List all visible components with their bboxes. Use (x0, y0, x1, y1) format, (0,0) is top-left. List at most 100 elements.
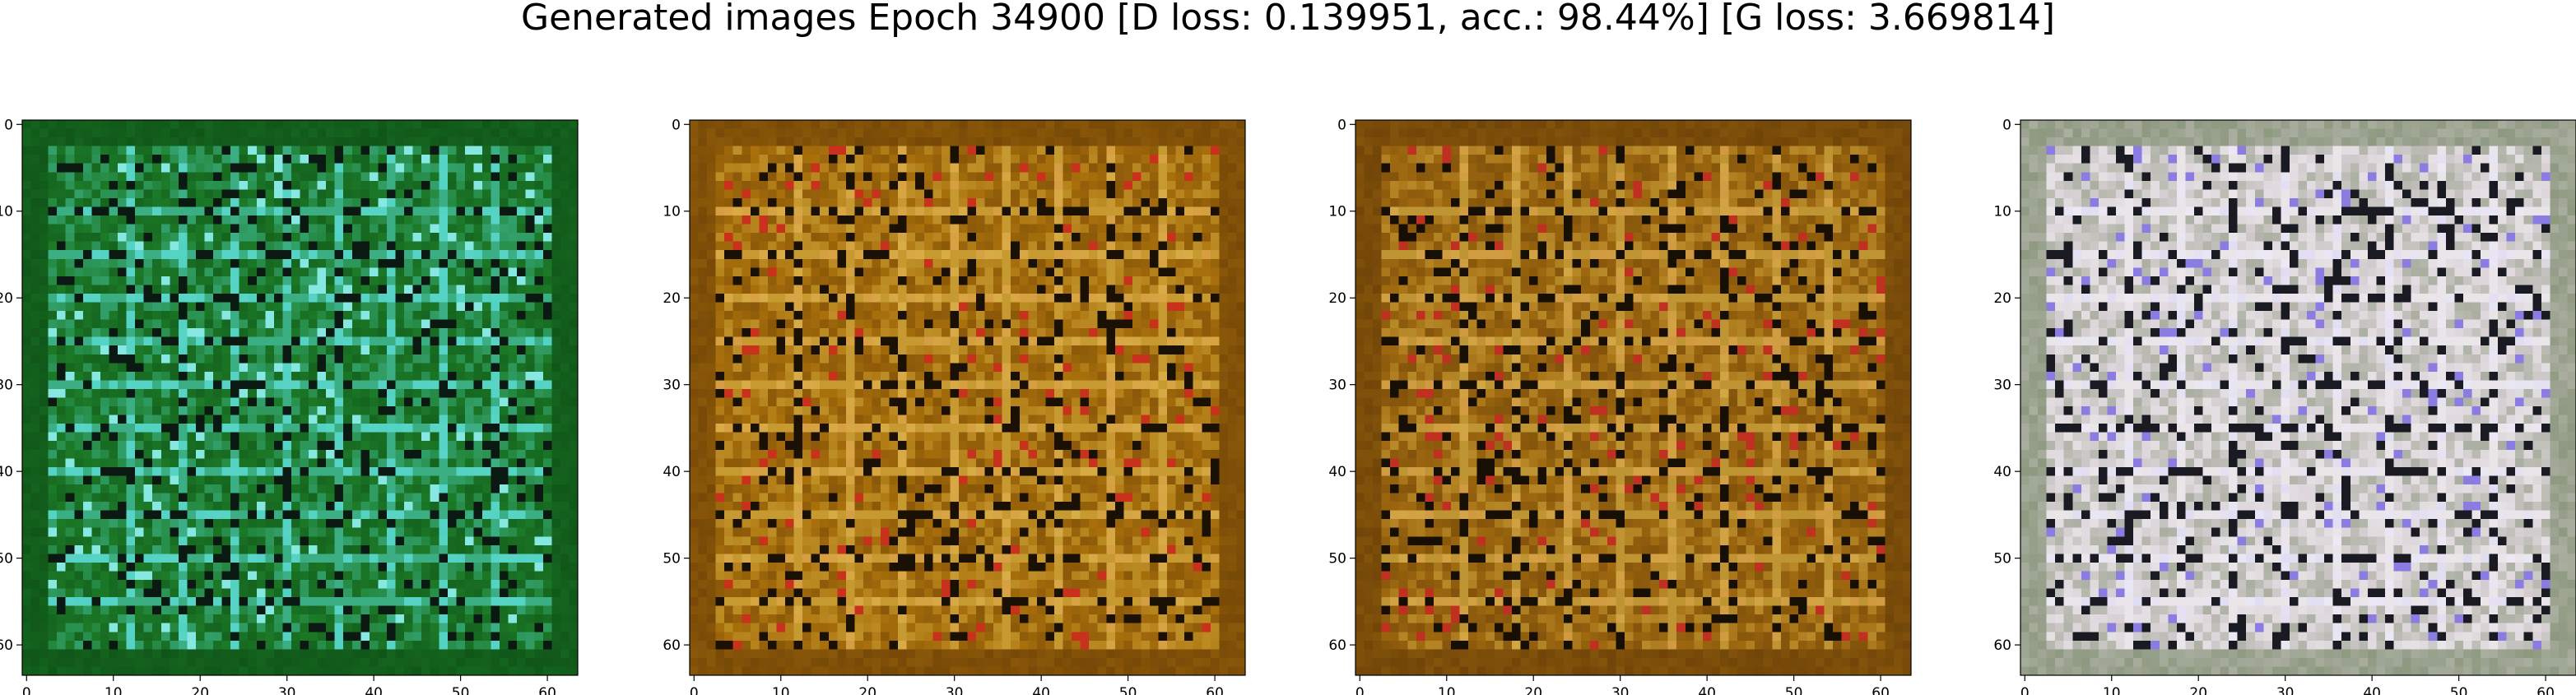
image-pixel (560, 536, 570, 546)
image-pixel (500, 562, 509, 572)
image-pixel (351, 623, 361, 632)
image-pixel (542, 276, 552, 285)
image-pixel (221, 172, 231, 182)
image-pixel (291, 120, 300, 129)
image-pixel (958, 146, 968, 155)
image-pixel (473, 380, 483, 390)
image-pixel (265, 493, 275, 503)
image-pixel (551, 544, 561, 554)
image-pixel (317, 571, 327, 581)
image-pixel (170, 146, 179, 155)
image-pixel (732, 137, 742, 146)
image-pixel (525, 510, 535, 520)
image-pixel (135, 571, 144, 581)
image-pixel (464, 155, 474, 164)
image-pixel (48, 424, 58, 433)
image-pixel (1036, 155, 1046, 164)
image-pixel (464, 146, 474, 155)
image-pixel (143, 484, 153, 493)
image-pixel (534, 328, 544, 337)
image-pixel (439, 458, 449, 468)
image-pixel (412, 354, 422, 364)
image-pixel (481, 319, 491, 329)
image-pixel (300, 128, 309, 138)
image-pixel (1149, 120, 1159, 129)
image-pixel (534, 588, 544, 598)
image-pixel (1227, 180, 1237, 190)
image-pixel (369, 458, 379, 468)
image-pixel (447, 311, 457, 320)
image-pixel (135, 388, 144, 398)
image-pixel (569, 155, 579, 164)
image-pixel (170, 328, 179, 337)
image-pixel (48, 319, 58, 329)
image-pixel (534, 311, 544, 320)
image-pixel (1202, 146, 1211, 155)
image-pixel (343, 163, 353, 173)
image-pixel (845, 215, 855, 225)
image-pixel (395, 657, 405, 667)
image-pixel (456, 363, 466, 373)
image-pixel (118, 311, 127, 320)
image-pixel (300, 293, 309, 303)
image-pixel (932, 215, 942, 225)
image-pixel (273, 328, 283, 337)
image-pixel (491, 180, 500, 190)
image-pixel (326, 215, 335, 225)
image-pixel (221, 250, 231, 260)
image-pixel (517, 388, 527, 398)
image-pixel (439, 432, 449, 442)
image-pixel (386, 502, 396, 511)
image-pixel (464, 458, 474, 468)
image-pixel (143, 441, 153, 451)
image-pixel (923, 172, 933, 182)
image-pixel (863, 137, 872, 146)
image-pixel (1036, 172, 1046, 182)
image-pixel (473, 224, 483, 234)
image-pixel (239, 484, 249, 493)
image-pixel (481, 614, 491, 624)
image-pixel (439, 163, 449, 173)
image-pixel (759, 215, 769, 225)
image-pixel (412, 527, 422, 537)
image-pixel (517, 493, 527, 503)
image-pixel (1089, 155, 1099, 164)
image-pixel (525, 241, 535, 251)
image-pixel (360, 319, 370, 329)
image-pixel (854, 224, 864, 234)
image-pixel (265, 233, 275, 242)
image-pixel (187, 206, 197, 216)
image-pixel (473, 258, 483, 268)
image-pixel (508, 544, 518, 554)
image-pixel (187, 197, 197, 207)
image-pixel (91, 614, 101, 624)
image-pixel (1089, 120, 1099, 129)
image-pixel (1080, 163, 1090, 173)
image-pixel (404, 562, 413, 572)
image-pixel (326, 640, 335, 650)
image-pixel (282, 441, 292, 451)
image-pixel (439, 666, 449, 676)
image-pixel (1149, 163, 1159, 173)
image-pixel (1106, 163, 1116, 173)
image-pixel (326, 311, 335, 320)
image-pixel (221, 267, 231, 277)
image-pixel (1019, 224, 1029, 234)
image-pixel (178, 163, 188, 173)
image-pixel (109, 189, 119, 199)
image-pixel (109, 510, 119, 520)
image-pixel (958, 155, 968, 164)
image-pixel (213, 293, 222, 303)
image-pixel (152, 302, 162, 312)
image-pixel (430, 475, 439, 485)
image-pixel (300, 206, 309, 216)
image-pixel (170, 466, 179, 476)
image-pixel (239, 189, 249, 199)
image-pixel (500, 666, 509, 676)
image-pixel (412, 554, 422, 563)
image-pixel (776, 180, 786, 190)
image-pixel (984, 128, 994, 138)
image-pixel (82, 466, 92, 476)
image-pixel (569, 363, 579, 373)
image-pixel (525, 233, 535, 242)
